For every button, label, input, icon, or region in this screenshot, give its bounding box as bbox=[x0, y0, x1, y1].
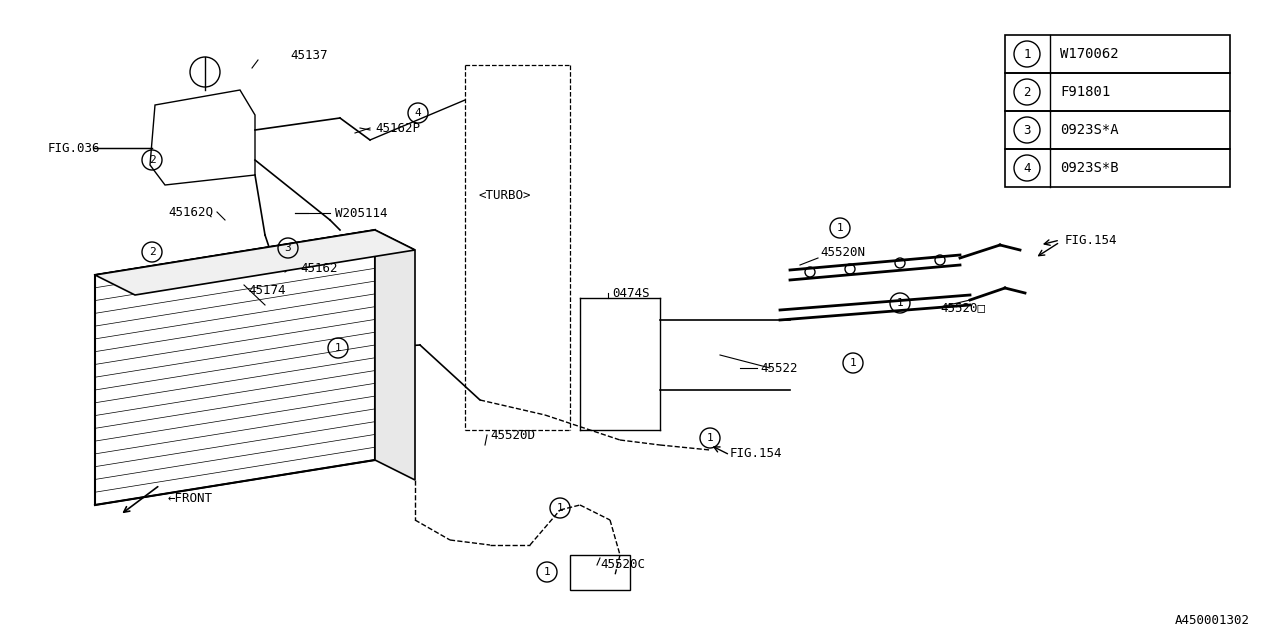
Text: 45520□: 45520□ bbox=[940, 301, 986, 314]
Text: 45162P: 45162P bbox=[375, 122, 420, 134]
Text: 0474S: 0474S bbox=[612, 287, 649, 300]
Bar bbox=[1005, 73, 1230, 111]
Text: 45520C: 45520C bbox=[600, 559, 645, 572]
Text: 2: 2 bbox=[1023, 86, 1030, 99]
Text: A450001302: A450001302 bbox=[1175, 614, 1251, 627]
Text: 1: 1 bbox=[544, 567, 550, 577]
Text: FIG.154: FIG.154 bbox=[1065, 234, 1117, 246]
Text: 4: 4 bbox=[415, 108, 421, 118]
Polygon shape bbox=[375, 230, 415, 480]
Text: 3: 3 bbox=[1023, 124, 1030, 136]
Text: 45174: 45174 bbox=[248, 284, 285, 296]
Text: 2: 2 bbox=[148, 247, 155, 257]
Text: W170062: W170062 bbox=[1060, 47, 1119, 61]
Text: 1: 1 bbox=[837, 223, 844, 233]
Text: 45520N: 45520N bbox=[820, 246, 865, 259]
Text: 2: 2 bbox=[148, 155, 155, 165]
Bar bbox=[1005, 35, 1230, 73]
Text: 0923S*B: 0923S*B bbox=[1060, 161, 1119, 175]
Text: 45522: 45522 bbox=[760, 362, 797, 374]
Text: 1: 1 bbox=[334, 343, 342, 353]
Text: 3: 3 bbox=[284, 243, 292, 253]
Bar bbox=[1005, 149, 1230, 187]
Bar bbox=[1005, 111, 1230, 149]
Text: FIG.154: FIG.154 bbox=[730, 447, 782, 460]
Text: 1: 1 bbox=[557, 503, 563, 513]
Text: FIG.036: FIG.036 bbox=[49, 141, 101, 154]
Text: 45137: 45137 bbox=[291, 49, 328, 61]
Text: 1: 1 bbox=[850, 358, 856, 368]
Text: 45162Q: 45162Q bbox=[168, 205, 212, 218]
Text: 45162: 45162 bbox=[300, 262, 338, 275]
Text: ←FRONT: ←FRONT bbox=[168, 492, 212, 504]
Text: F91801: F91801 bbox=[1060, 85, 1110, 99]
Text: <TURBO>: <TURBO> bbox=[477, 189, 530, 202]
Text: W205114: W205114 bbox=[335, 207, 388, 220]
Bar bbox=[570, 555, 630, 590]
Text: 1: 1 bbox=[1023, 47, 1030, 61]
Polygon shape bbox=[95, 230, 415, 295]
Text: 1: 1 bbox=[707, 433, 713, 443]
Text: 0923S*A: 0923S*A bbox=[1060, 123, 1119, 137]
Text: 45520D: 45520D bbox=[490, 429, 535, 442]
Text: 4: 4 bbox=[1023, 161, 1030, 175]
Text: 1: 1 bbox=[896, 298, 904, 308]
